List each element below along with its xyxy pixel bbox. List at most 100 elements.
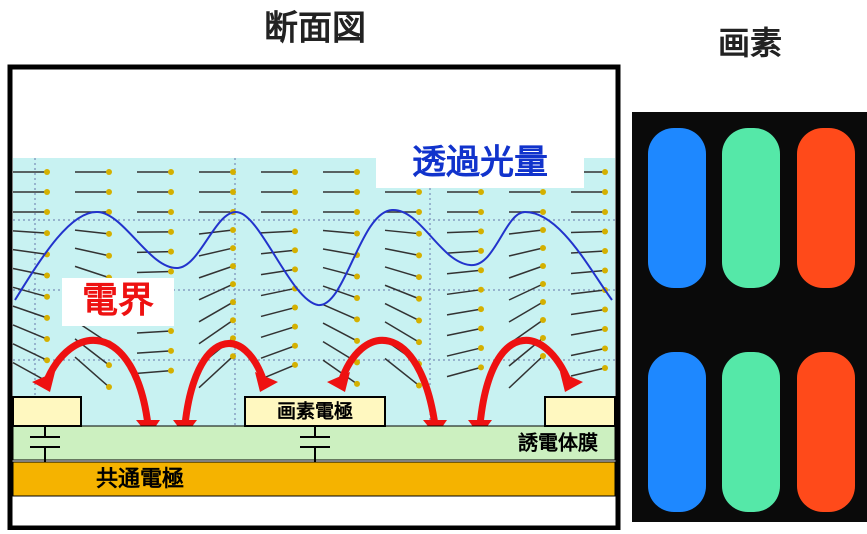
molecule-head <box>354 230 360 236</box>
molecule-head <box>478 189 484 195</box>
molecule-head <box>602 189 608 195</box>
molecule-head <box>602 248 608 254</box>
molecule-head <box>416 296 422 302</box>
molecule-head <box>354 273 360 279</box>
molecule-head <box>416 383 422 389</box>
molecule-head <box>478 306 484 312</box>
pixel-green <box>722 352 780 512</box>
molecule-head <box>230 299 236 305</box>
molecule-head <box>44 357 50 363</box>
dielectric-label: 誘電体膜 <box>518 431 598 455</box>
molecule-head <box>106 384 112 390</box>
pixel-electrode <box>13 397 81 426</box>
molecule-head <box>230 189 236 195</box>
molecule-head <box>44 294 50 300</box>
molecule-head <box>602 365 608 371</box>
molecule-head <box>106 189 112 195</box>
pixel-electrode-label: 画素電極 <box>277 400 353 423</box>
molecule-head <box>416 317 422 323</box>
molecule-head <box>230 353 236 359</box>
molecule-head <box>292 305 298 311</box>
molecule-head <box>44 209 50 215</box>
molecule-head <box>354 169 360 175</box>
section-title: 断面図 <box>264 9 366 49</box>
molecule-head <box>292 324 298 330</box>
molecule-head <box>168 268 174 274</box>
molecule-head <box>478 364 484 370</box>
molecule-head <box>540 209 546 215</box>
molecule-head <box>106 169 112 175</box>
molecule-head <box>292 247 298 253</box>
molecule <box>137 271 171 272</box>
molecule-head <box>230 281 236 287</box>
molecule-head <box>168 189 174 195</box>
molecule-head <box>44 315 50 321</box>
molecule-head <box>478 228 484 234</box>
molecule-head <box>168 328 174 334</box>
molecule-head <box>602 229 608 235</box>
molecule-head <box>168 348 174 354</box>
molecule-head <box>230 245 236 251</box>
molecule-head <box>602 326 608 332</box>
pixel-red <box>797 128 855 288</box>
page: 断面図 画素 透過光量 電界 <box>0 0 867 530</box>
molecule-head <box>292 343 298 349</box>
molecule-head <box>416 231 422 237</box>
molecule-head <box>106 253 112 259</box>
molecule-head <box>168 249 174 255</box>
molecule-head <box>168 368 174 374</box>
molecule-head <box>106 362 112 368</box>
molecule-head <box>292 189 298 195</box>
molecule-head <box>44 273 50 279</box>
molecule-head <box>354 189 360 195</box>
molecule-head <box>44 336 50 342</box>
molecule-head <box>602 169 608 175</box>
molecule-head <box>602 307 608 313</box>
field-label: 電界 <box>82 280 154 321</box>
molecule-head <box>602 209 608 215</box>
molecule-head <box>478 326 484 332</box>
molecule-head <box>478 267 484 273</box>
molecule-head <box>602 268 608 274</box>
molecule-head <box>354 381 360 387</box>
pixel-title: 画素 <box>718 24 782 62</box>
molecule-head <box>292 362 298 368</box>
molecule-head <box>416 339 422 345</box>
molecule-head <box>292 209 298 215</box>
molecule <box>571 232 605 233</box>
cross-section: 透過光量 電界 画素電極 誘電体膜 <box>10 67 618 528</box>
molecule-head <box>478 248 484 254</box>
molecule-head <box>292 169 298 175</box>
pixel-electrode <box>545 397 615 426</box>
molecule-head <box>416 252 422 258</box>
molecule-head <box>354 316 360 322</box>
molecule-head <box>230 169 236 175</box>
transmission-label: 透過光量 <box>412 143 548 183</box>
molecule-head <box>540 353 546 359</box>
molecule-head <box>44 230 50 236</box>
molecule-head <box>540 189 546 195</box>
molecule-head <box>354 209 360 215</box>
molecule-head <box>230 263 236 269</box>
molecule-head <box>478 345 484 351</box>
common-electrode-label: 共通電極 <box>96 466 184 492</box>
molecule-head <box>540 263 546 269</box>
molecule-head <box>416 209 422 215</box>
molecule-head <box>106 231 112 237</box>
molecule-head <box>44 189 50 195</box>
molecule-head <box>416 189 422 195</box>
molecule-head <box>168 169 174 175</box>
molecule-head <box>416 274 422 280</box>
molecule-head <box>478 209 484 215</box>
molecule-head <box>478 287 484 293</box>
pixel-blue <box>648 128 706 288</box>
molecule-head <box>540 317 546 323</box>
molecule-head <box>602 346 608 352</box>
molecule-head <box>230 227 236 233</box>
molecule-head <box>540 299 546 305</box>
molecule-head <box>354 295 360 301</box>
molecule-head <box>44 169 50 175</box>
molecule-head <box>540 335 546 341</box>
molecule-head <box>540 245 546 251</box>
pixel-red <box>797 352 855 512</box>
